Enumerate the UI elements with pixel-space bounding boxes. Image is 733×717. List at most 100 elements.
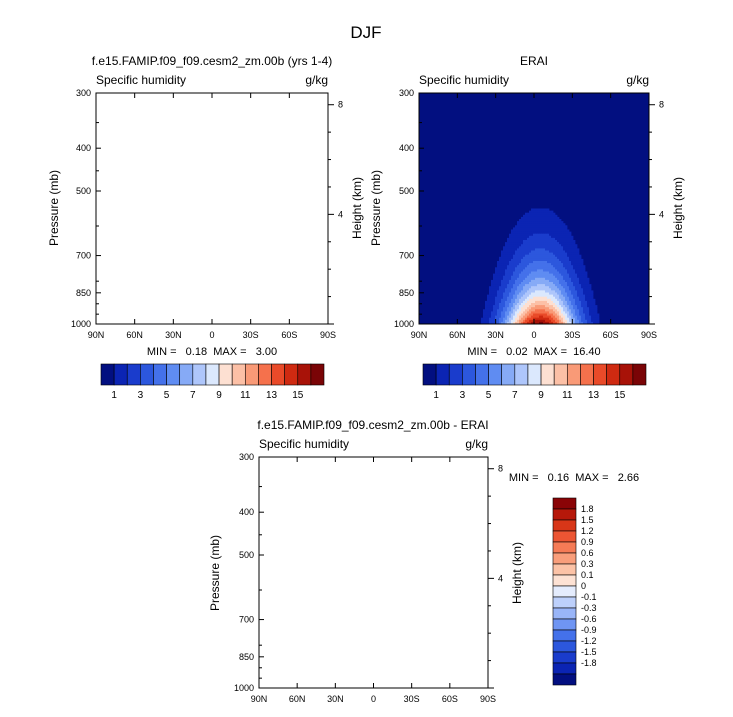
erai-field-cell xyxy=(515,321,518,325)
erai-field-cell xyxy=(493,307,496,310)
erai-field-cell xyxy=(537,319,540,323)
erai-field-cell xyxy=(511,233,514,237)
erai-field-cell xyxy=(539,288,542,291)
erai-field-cell xyxy=(545,248,548,251)
erai-field-cell xyxy=(539,303,542,306)
erai-field-cell xyxy=(579,305,582,308)
erai-field-cell xyxy=(557,231,560,235)
erai-field-cell xyxy=(569,250,572,253)
erai-field-cell xyxy=(557,317,560,321)
erai-field-cell xyxy=(531,233,534,237)
erai-field-cell xyxy=(523,321,526,325)
erai-field-cell xyxy=(549,248,552,251)
erai-field-cell xyxy=(529,235,532,239)
erai-field-cell xyxy=(539,214,542,218)
erai-field-cell xyxy=(581,321,584,325)
erai-field-cell xyxy=(563,296,566,300)
erai-field-cell xyxy=(571,271,574,274)
erai-field-cell xyxy=(495,309,498,312)
erai-field-cell xyxy=(525,305,528,308)
erai-field-cell xyxy=(555,227,558,230)
panel-erai-colorbar-swatch xyxy=(632,363,647,386)
erai-field-cell xyxy=(557,292,560,295)
erai-field-cell xyxy=(547,252,550,256)
erai-field-cell xyxy=(589,321,592,325)
erai-field-cell xyxy=(495,307,498,310)
erai-field-cell xyxy=(573,284,576,287)
erai-field-cell xyxy=(581,305,584,308)
erai-field-cell xyxy=(499,263,502,266)
erai-field-cell xyxy=(525,288,528,291)
erai-field-cell xyxy=(517,248,520,251)
erai-field-cell xyxy=(559,231,562,235)
erai-field-cell xyxy=(551,242,554,245)
panel-model-ytick-label: 300 xyxy=(76,88,91,98)
erai-field-cell xyxy=(591,315,594,319)
erai-field-cell xyxy=(577,273,580,277)
erai-field-cell xyxy=(555,298,558,302)
erai-field-cell xyxy=(575,309,578,312)
erai-field-cell xyxy=(515,231,518,235)
erai-field-cell xyxy=(557,315,560,319)
erai-field-cell xyxy=(517,267,520,270)
erai-field-cell xyxy=(563,223,566,226)
erai-field-cell xyxy=(495,284,498,287)
erai-field-cell xyxy=(573,240,576,243)
panel-diff-colorbar-swatch xyxy=(552,552,577,565)
erai-field-cell xyxy=(563,311,566,314)
erai-field-cell xyxy=(545,227,548,230)
erai-field-cell xyxy=(547,246,550,249)
erai-field-cell xyxy=(521,246,524,249)
erai-field-cell xyxy=(549,317,552,321)
erai-field-cell xyxy=(513,242,516,245)
erai-field-cell xyxy=(499,256,502,260)
erai-field-cell xyxy=(537,305,540,308)
erai-field-cell xyxy=(545,284,548,287)
erai-field-cell xyxy=(529,231,532,235)
erai-field-cell xyxy=(591,290,594,293)
erai-field-cell xyxy=(567,267,570,270)
erai-field-cell xyxy=(545,300,548,304)
erai-field-cell xyxy=(535,242,538,245)
erai-field-cell xyxy=(521,282,524,285)
erai-field-cell xyxy=(541,294,544,298)
erai-field-cell xyxy=(541,307,544,310)
erai-field-cell xyxy=(539,296,542,300)
erai-field-cell xyxy=(561,233,564,237)
erai-field-cell xyxy=(491,298,494,302)
erai-field-cell xyxy=(539,248,542,251)
erai-field-cell xyxy=(547,212,550,216)
erai-field-cell xyxy=(499,290,502,293)
erai-field-cell xyxy=(585,300,588,304)
erai-field-cell xyxy=(535,319,538,323)
erai-field-cell xyxy=(501,271,504,274)
erai-field-cell xyxy=(539,223,542,226)
erai-field-cell xyxy=(525,261,528,264)
erai-field-cell xyxy=(495,298,498,302)
erai-field-cell xyxy=(553,225,556,228)
erai-field-cell xyxy=(555,284,558,287)
erai-field-cell xyxy=(497,279,500,283)
erai-field-cell xyxy=(501,282,504,285)
erai-field-cell xyxy=(533,279,536,283)
erai-field-cell xyxy=(523,246,526,249)
erai-field-cell xyxy=(553,298,556,302)
erai-field-cell xyxy=(547,248,550,251)
erai-field-cell xyxy=(577,263,580,266)
erai-field-cell xyxy=(559,273,562,277)
erai-field-cell xyxy=(535,296,538,300)
panel-model-plot-frame xyxy=(95,92,329,325)
erai-field-cell xyxy=(559,279,562,283)
erai-field-cell xyxy=(579,286,582,289)
erai-field-cell xyxy=(525,307,528,310)
erai-field-cell xyxy=(503,319,506,323)
erai-field-cell xyxy=(577,279,580,283)
erai-field-cell xyxy=(517,235,520,239)
erai-field-cell xyxy=(551,244,554,247)
erai-field-cell xyxy=(517,242,520,245)
erai-field-cell xyxy=(517,258,520,262)
erai-field-cell xyxy=(543,227,546,230)
erai-field-cell xyxy=(541,219,544,222)
erai-field-cell xyxy=(495,305,498,308)
erai-field-cell xyxy=(507,290,510,293)
